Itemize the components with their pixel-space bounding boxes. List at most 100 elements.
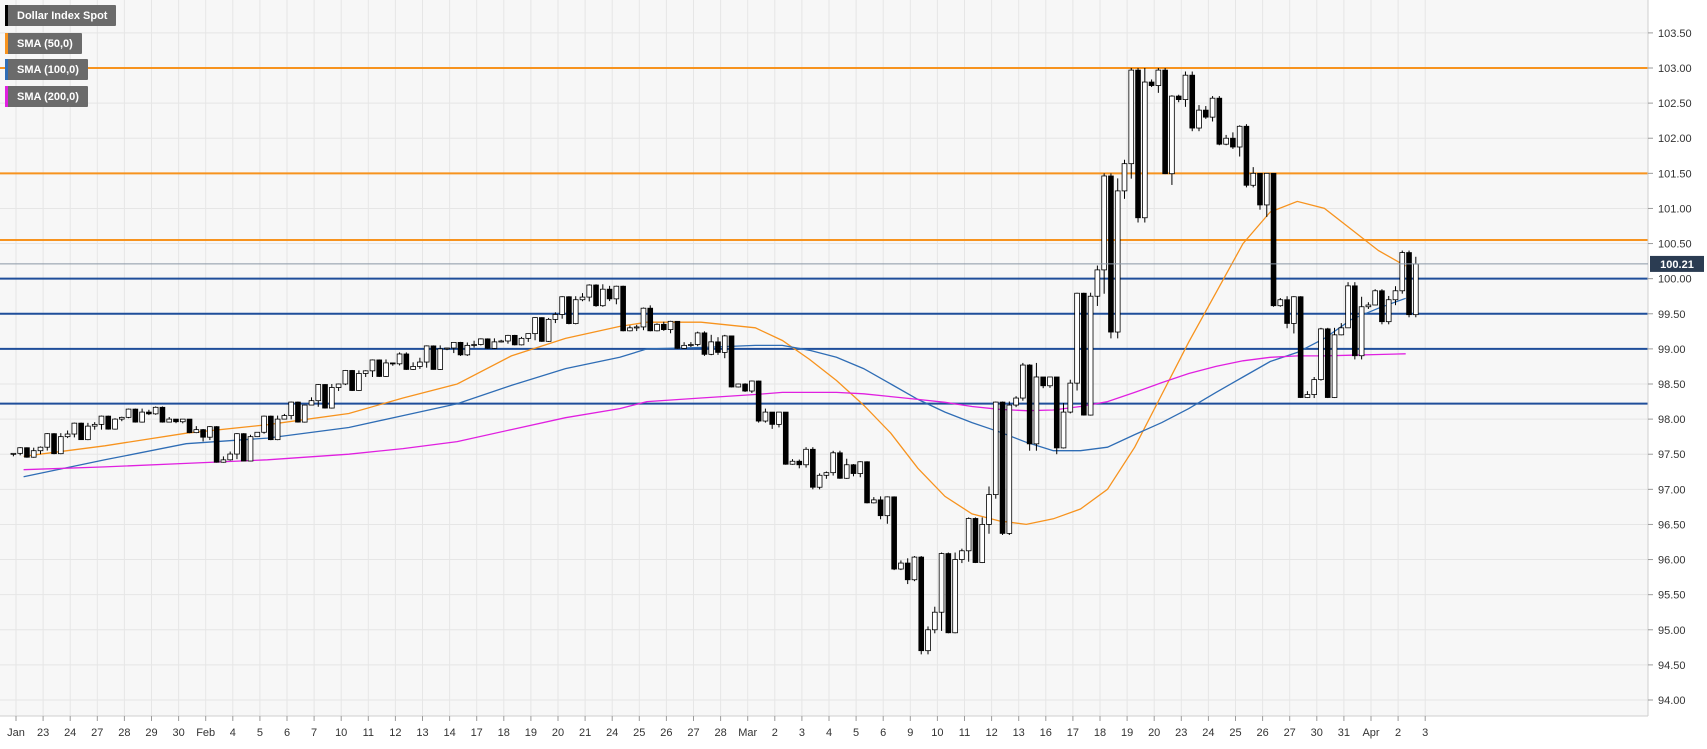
candle-bullish	[925, 629, 931, 652]
legend-sma-200[interactable]: SMA (200,0)	[5, 86, 88, 107]
x-tick-label: Apr	[1362, 727, 1379, 739]
candle-bearish	[701, 332, 708, 355]
candle-bullish	[1182, 74, 1189, 100]
candle-bullish	[342, 370, 349, 385]
y-tick-label: 97.00	[1658, 484, 1686, 496]
candle-bullish	[471, 344, 477, 346]
legend-sma-100[interactable]: SMA (100,0)	[5, 59, 88, 80]
candle-bullish	[274, 418, 281, 441]
candle-bearish	[755, 380, 762, 422]
candle-bullish	[1385, 299, 1392, 323]
candles	[10, 68, 1419, 655]
candle-bullish	[1236, 125, 1243, 148]
candle-bullish	[44, 433, 51, 448]
candle-bearish	[1284, 299, 1290, 324]
x-tick-label: 21	[579, 727, 591, 739]
candle-bearish	[1297, 296, 1304, 398]
candle-bearish	[457, 341, 464, 356]
y-tick-label: 98.50	[1658, 379, 1686, 391]
candle-bearish	[322, 384, 328, 409]
candle-bearish	[891, 496, 897, 570]
x-tick-label: 12	[389, 727, 401, 739]
candle-bullish	[450, 341, 457, 349]
y-tick-label: 101.50	[1658, 168, 1692, 180]
candle-bullish	[220, 459, 227, 463]
candle-bullish	[1196, 109, 1202, 129]
candle-bearish	[1230, 137, 1236, 148]
candle-bullish	[491, 341, 498, 349]
x-tick-label: 4	[826, 727, 832, 739]
candle-bearish	[511, 334, 518, 346]
x-tick-label: 18	[498, 727, 510, 739]
candle-bullish	[830, 452, 836, 474]
candle-bearish	[268, 415, 274, 441]
x-tick-label: 7	[311, 727, 317, 739]
x-tick-label: 24	[1202, 727, 1214, 739]
candle-bullish	[1250, 172, 1257, 186]
candle-bearish	[1243, 125, 1250, 186]
candle-bearish	[1270, 172, 1277, 307]
candle-bullish	[1345, 285, 1351, 329]
y-tick-label: 102.00	[1658, 133, 1692, 145]
candle-bearish	[24, 447, 30, 458]
candle-bullish	[139, 411, 145, 423]
candle-bearish	[173, 418, 179, 423]
candle-bearish	[430, 345, 437, 370]
candle-bullish	[762, 411, 769, 422]
x-tick-label: 3	[1422, 727, 1428, 739]
x-tick-label: 14	[443, 727, 455, 739]
x-tick-label: 28	[714, 727, 726, 739]
candle-bearish	[1202, 109, 1209, 118]
candle-bearish	[78, 422, 84, 441]
legend-sma-50[interactable]: SMA (50,0)	[5, 33, 82, 54]
candle-bullish	[64, 433, 71, 438]
candle-bullish	[247, 436, 254, 462]
legend-label: SMA (200,0)	[17, 90, 79, 103]
candle-bullish	[234, 433, 240, 455]
candle-bearish	[105, 415, 112, 430]
candle-bullish	[254, 431, 261, 438]
candle-bullish	[85, 425, 91, 441]
candle-bullish	[667, 320, 674, 330]
candle-bearish	[1108, 175, 1114, 333]
candle-bearish	[620, 285, 626, 332]
candle-bearish	[715, 341, 721, 353]
candle-bearish	[1189, 74, 1196, 129]
candle-bullish	[1067, 382, 1074, 413]
y-tick-label: 100.50	[1658, 239, 1692, 251]
candle-bullish	[98, 415, 105, 425]
candle-bullish	[10, 452, 17, 455]
y-tick-label: 103.50	[1658, 28, 1692, 40]
candle-bearish	[159, 406, 166, 423]
y-axis: 94.00 94.50 95.00 95.50 96.00 96.50 97.00 97.50…	[1647, 0, 1692, 716]
x-tick-label: 24	[606, 727, 618, 739]
candle-bullish	[166, 418, 173, 423]
candle-bearish	[1081, 292, 1087, 416]
candle-bullish	[410, 366, 416, 370]
candle-bullish	[708, 341, 715, 355]
candle-bearish	[539, 317, 545, 342]
candle-bullish	[579, 296, 586, 301]
x-tick-label: 16	[1040, 727, 1052, 739]
candle-bullish	[1121, 163, 1128, 192]
candle-bullish	[694, 332, 701, 345]
candle-bearish	[1175, 95, 1182, 101]
candle-bullish	[58, 436, 64, 455]
candle-bearish	[186, 418, 193, 434]
candle-bullish	[931, 611, 938, 631]
candle-bullish	[1365, 304, 1372, 308]
candle-bullish	[959, 550, 965, 560]
candle-bullish	[112, 418, 118, 430]
candle-bearish	[660, 323, 667, 330]
candle-bullish	[965, 518, 972, 552]
candle-bearish	[769, 411, 775, 425]
candle-bullish	[227, 453, 233, 461]
candle-bullish	[1311, 379, 1317, 395]
x-tick-label: 26	[1256, 727, 1268, 739]
legend-dollar-index[interactable]: Dollar Index Spot	[5, 5, 117, 26]
candle-bearish	[647, 307, 654, 332]
candle-bullish	[1277, 299, 1284, 307]
x-tick-label: 19	[1121, 727, 1133, 739]
candle-bullish	[125, 408, 132, 418]
candle-bullish	[1074, 292, 1080, 384]
